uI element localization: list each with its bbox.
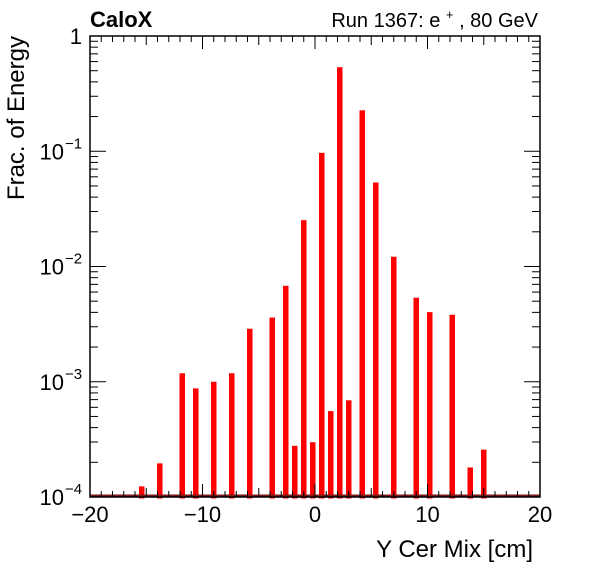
histogram-bar	[269, 317, 275, 499]
y-axis-label: Frac. of Energy	[3, 36, 30, 200]
x-axis-label: Y Cer Mix [cm]	[376, 536, 533, 563]
y-tick-label: 10	[40, 485, 64, 510]
y-tick-label: 10	[40, 370, 64, 395]
histogram-bar	[292, 445, 298, 499]
histogram-bar	[328, 411, 334, 499]
histogram-bar	[449, 314, 455, 499]
chart-title-right-suffix: , 80 GeV	[459, 10, 539, 32]
y-tick-label-exponent: −2	[65, 251, 82, 268]
histogram-bar	[193, 388, 199, 499]
histogram-bars	[139, 67, 487, 499]
histogram-bar	[310, 442, 316, 499]
y-tick-label: 10	[40, 255, 64, 280]
chart-title-right: Run 1367: e + , 80 GeV	[331, 2, 538, 32]
x-axis-ticks: −20 −10 0 10 20	[71, 36, 552, 527]
histogram-bar	[346, 400, 352, 499]
histogram-bar	[427, 312, 433, 499]
x-tick-label: −20	[71, 502, 108, 527]
histogram-bar	[283, 285, 289, 499]
histogram-bar	[229, 373, 235, 499]
histogram-bar	[319, 152, 325, 499]
y-tick-label: 10	[40, 139, 64, 164]
y-axis-ticks: 10 −410 −310 −210 −11	[40, 24, 540, 510]
histogram-bar	[247, 328, 253, 499]
x-tick-label: 20	[528, 502, 552, 527]
chart-title-right-prefix: Run 1367: e	[331, 10, 440, 32]
histogram-bar	[337, 67, 343, 499]
histogram-bar	[179, 373, 185, 499]
chart-title-right-sup: +	[446, 7, 454, 22]
histogram-bar	[359, 110, 365, 499]
plot-frame	[89, 35, 541, 498]
x-tick-label: 10	[415, 502, 439, 527]
x-tick-label: 0	[309, 502, 321, 527]
histogram-bar	[467, 467, 473, 499]
histogram-bar	[301, 220, 307, 499]
y-tick-label: 1	[70, 24, 82, 49]
y-tick-label-exponent: −3	[65, 366, 82, 383]
histogram-bar	[413, 297, 419, 499]
histogram-bar	[391, 256, 397, 499]
chart-title-left: CaloX	[90, 7, 153, 32]
y-tick-label-exponent: −1	[65, 135, 82, 152]
histogram-bar	[157, 463, 163, 499]
histogram-bar	[373, 182, 379, 499]
x-tick-label: −10	[184, 502, 221, 527]
histogram-bar	[211, 381, 217, 499]
y-tick-label-exponent: −4	[65, 481, 82, 498]
